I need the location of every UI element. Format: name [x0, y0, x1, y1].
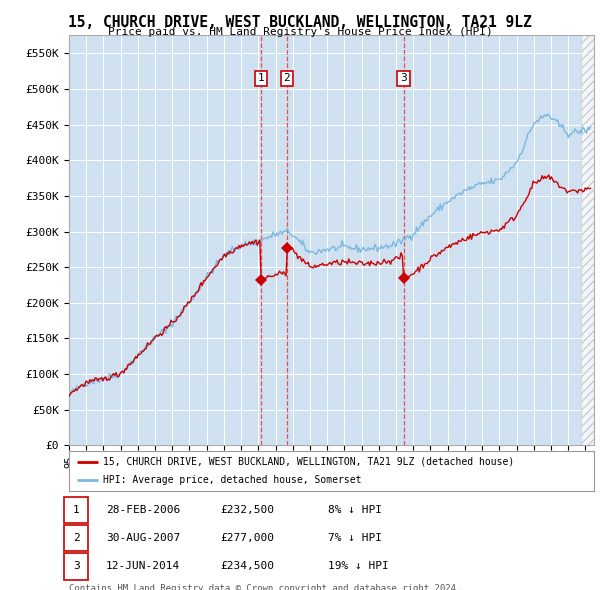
Text: 8% ↓ HPI: 8% ↓ HPI [328, 505, 382, 514]
Text: 15, CHURCH DRIVE, WEST BUCKLAND, WELLINGTON, TA21 9LZ (detached house): 15, CHURCH DRIVE, WEST BUCKLAND, WELLING… [103, 457, 514, 467]
Text: £234,500: £234,500 [220, 562, 274, 571]
Text: 3: 3 [73, 562, 80, 571]
Text: £277,000: £277,000 [220, 533, 274, 543]
Text: 7% ↓ HPI: 7% ↓ HPI [328, 533, 382, 543]
Text: 30-AUG-2007: 30-AUG-2007 [106, 533, 181, 543]
Text: £232,500: £232,500 [220, 505, 274, 514]
Text: 28-FEB-2006: 28-FEB-2006 [106, 505, 181, 514]
Text: Price paid vs. HM Land Registry's House Price Index (HPI): Price paid vs. HM Land Registry's House … [107, 27, 493, 37]
Text: Contains HM Land Registry data © Crown copyright and database right 2024.
This d: Contains HM Land Registry data © Crown c… [69, 584, 461, 590]
Text: 1: 1 [257, 74, 265, 83]
Text: 2: 2 [73, 533, 80, 543]
Text: 2: 2 [284, 74, 290, 83]
Text: HPI: Average price, detached house, Somerset: HPI: Average price, detached house, Some… [103, 475, 362, 485]
Text: 3: 3 [400, 74, 407, 83]
Text: 19% ↓ HPI: 19% ↓ HPI [328, 562, 389, 571]
Text: 12-JUN-2014: 12-JUN-2014 [106, 562, 181, 571]
Text: 1: 1 [73, 505, 80, 514]
Text: 15, CHURCH DRIVE, WEST BUCKLAND, WELLINGTON, TA21 9LZ: 15, CHURCH DRIVE, WEST BUCKLAND, WELLING… [68, 15, 532, 30]
